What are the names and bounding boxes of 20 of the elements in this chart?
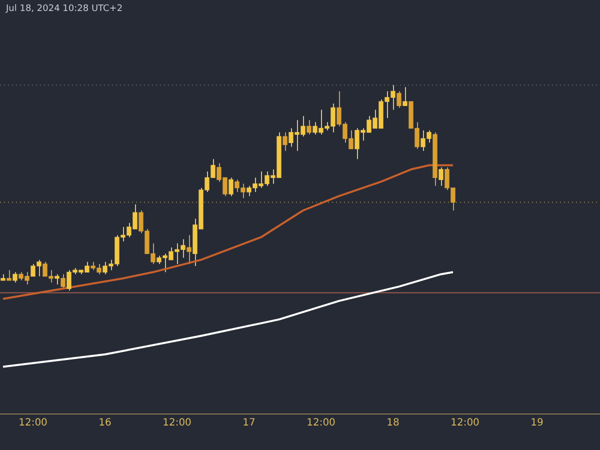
candlestick (186, 234, 192, 264)
x-tick-label: 12:00 (306, 418, 336, 429)
x-tick-label: 17 (242, 418, 256, 429)
x-tick-label: 12:00 (450, 418, 480, 429)
candlestick (228, 177, 234, 197)
candlestick (54, 274, 60, 285)
candlestick (60, 274, 66, 290)
candlestick (282, 132, 288, 152)
x-tick-label: 16 (98, 418, 112, 429)
candlestick (438, 166, 444, 186)
x-tick-label: 12:00 (18, 418, 48, 429)
candlestick (396, 90, 402, 108)
text: Jul 18, 2024 10:28 UTC+2 (5, 4, 123, 14)
candlestick (306, 120, 312, 135)
x-tick-label: 18 (386, 418, 400, 429)
candlestick (12, 272, 18, 283)
candlestick (402, 86, 408, 106)
x-tick-label: 19 (530, 418, 544, 429)
candlestick (6, 270, 12, 281)
x-tick-label: 12:00 (162, 418, 192, 429)
